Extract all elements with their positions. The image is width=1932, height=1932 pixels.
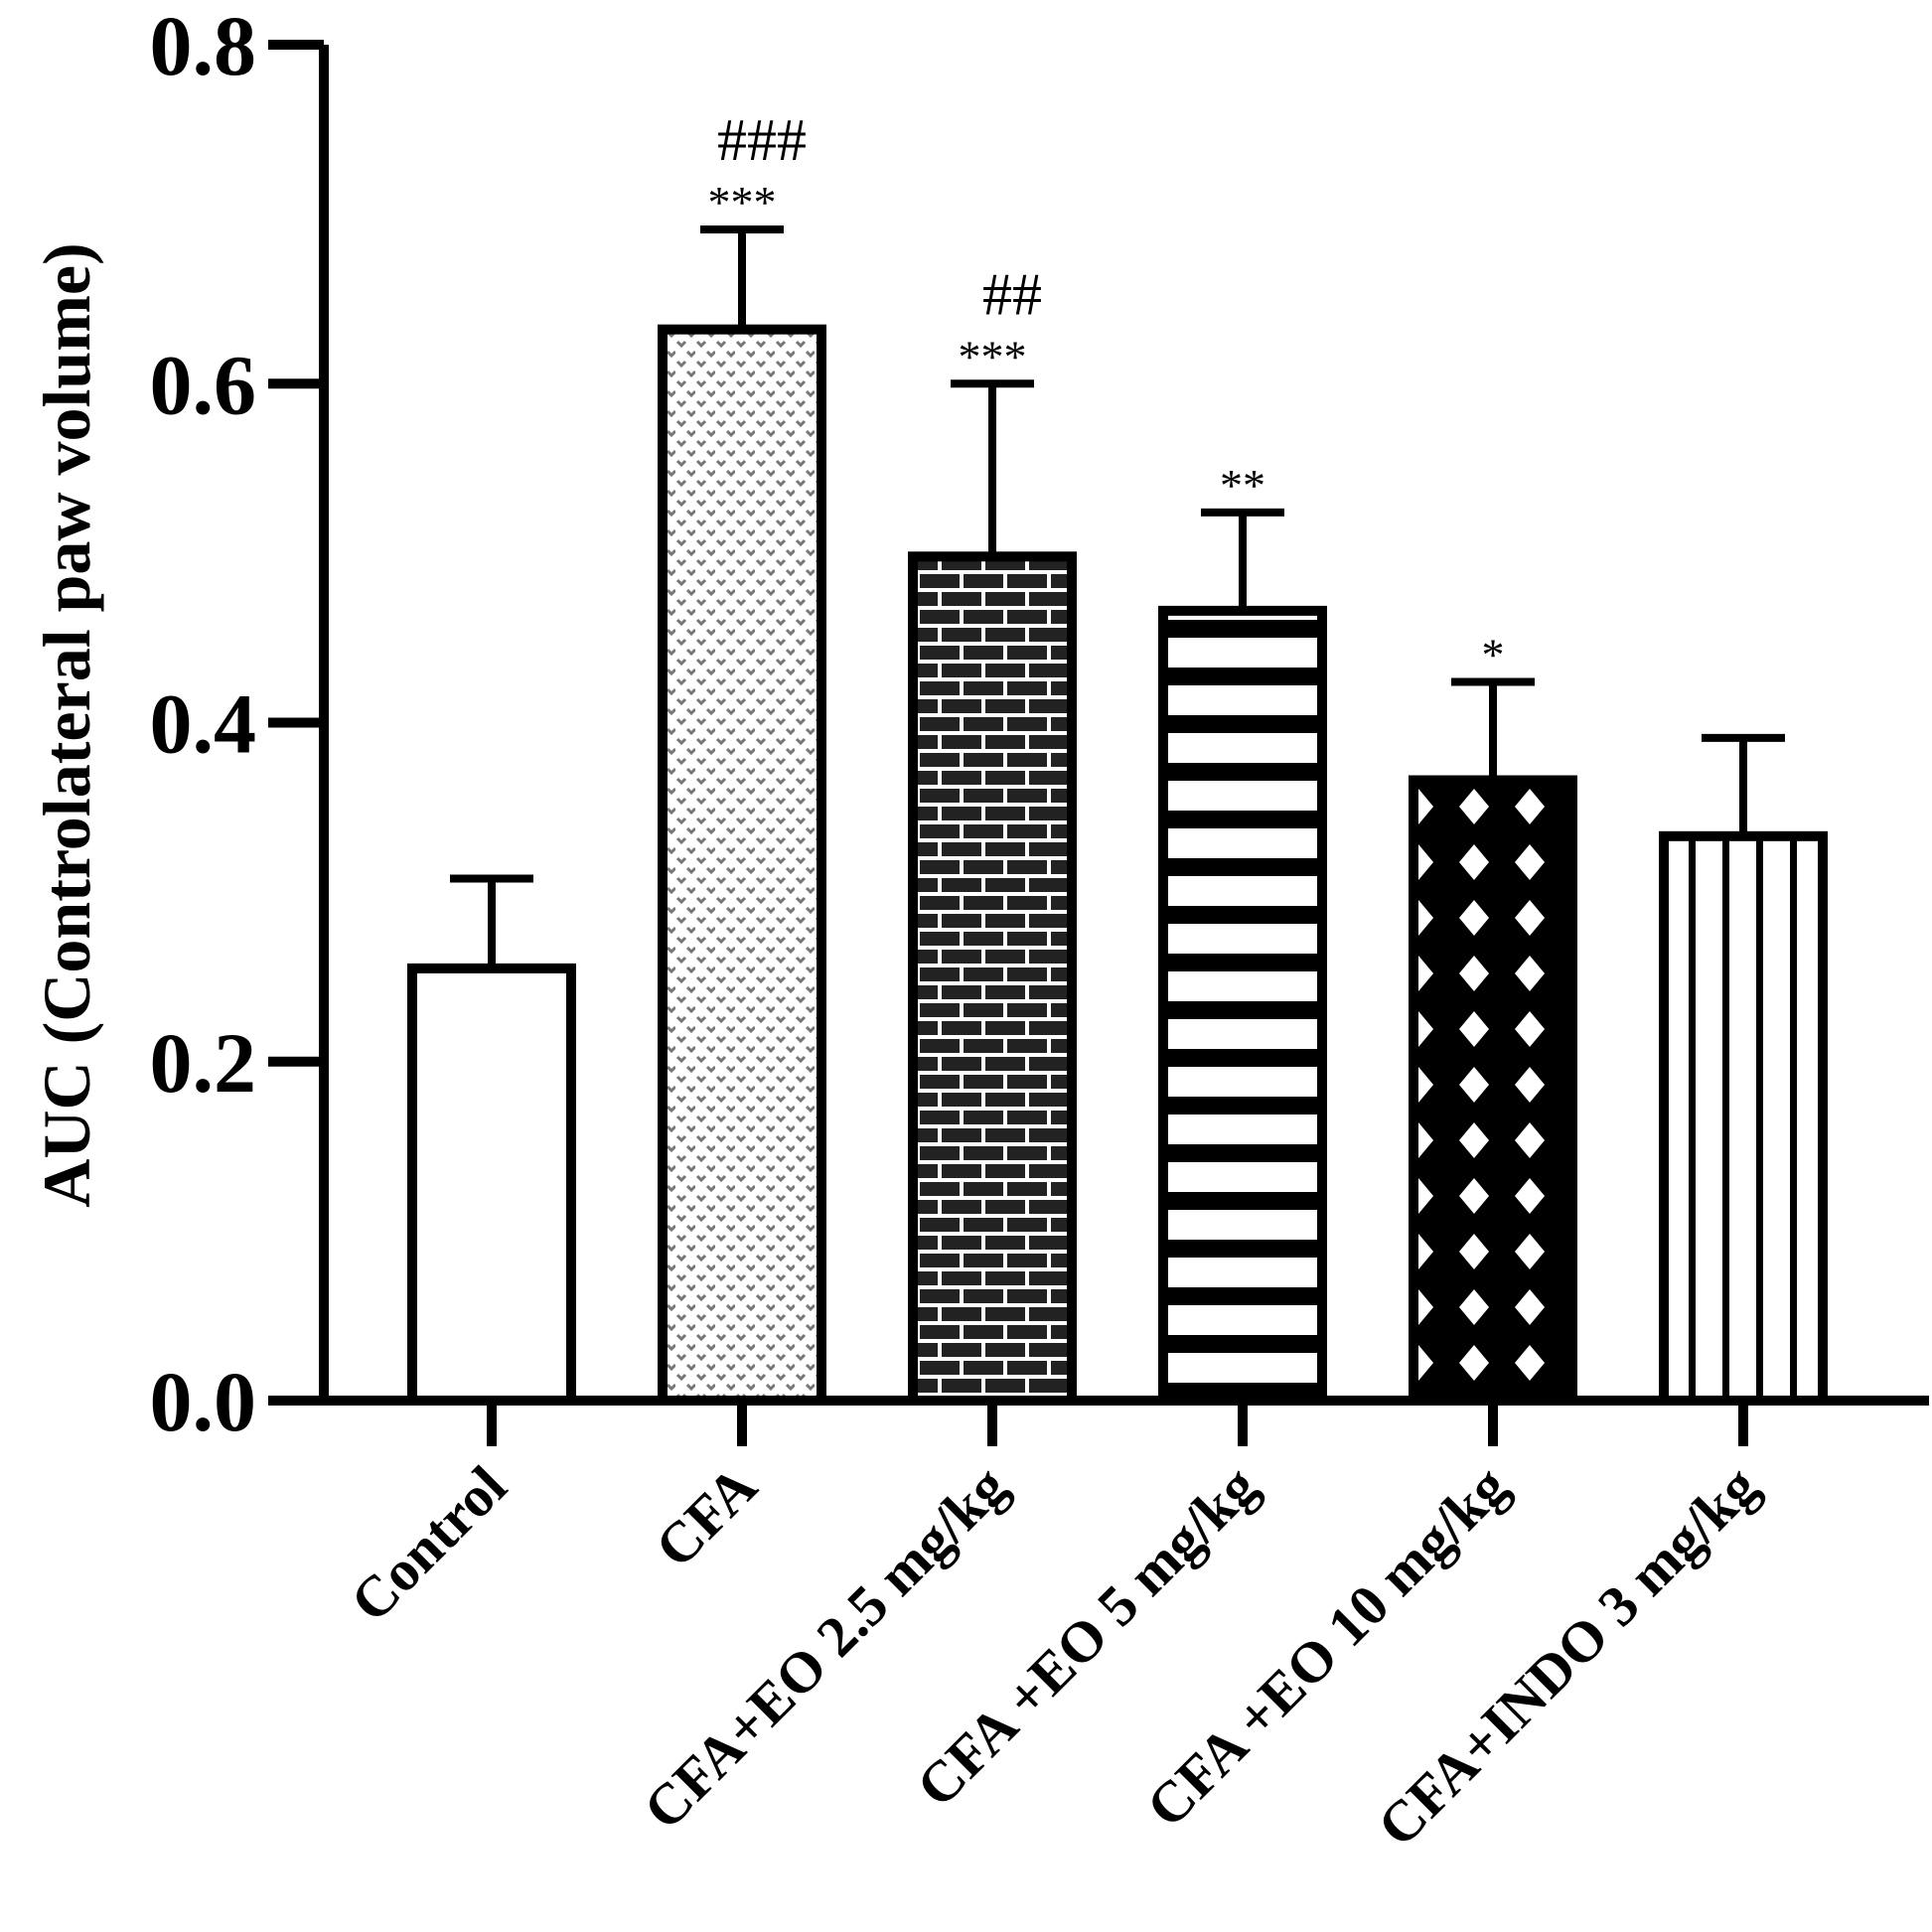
x-category-label: CFA xyxy=(643,1453,769,1579)
y-ticks: 0.0 0.2 0.4 0.6 0.8 xyxy=(150,0,324,1449)
significance-stars: *** xyxy=(708,177,777,227)
y-tick-label: 0.8 xyxy=(150,0,257,93)
y-axis-label: AUC (Controlateral paw volume) xyxy=(29,242,104,1207)
error-bars xyxy=(450,224,1785,968)
y-tick-label: 0.6 xyxy=(150,337,257,432)
bars xyxy=(407,324,1828,1406)
bar-6 xyxy=(1659,830,1828,1406)
y-tick-label: 0.4 xyxy=(150,676,257,772)
bar-2 xyxy=(658,324,826,1406)
bar-5 xyxy=(1409,775,1577,1406)
significance-annotations: ***###***##*** xyxy=(708,107,1505,680)
y-tick-label: 0.0 xyxy=(150,1354,257,1449)
y-tick-label: 0.2 xyxy=(150,1015,257,1111)
significance-hashes: ## xyxy=(982,261,1042,327)
bar-1 xyxy=(407,963,576,1406)
x-category-label: Control xyxy=(338,1453,519,1634)
significance-hashes: ### xyxy=(717,107,807,173)
bar-3 xyxy=(908,551,1077,1406)
bar-4 xyxy=(1158,605,1327,1406)
significance-stars: *** xyxy=(959,331,1027,381)
significance-stars: * xyxy=(1482,630,1505,680)
significance-stars: ** xyxy=(1220,460,1265,511)
